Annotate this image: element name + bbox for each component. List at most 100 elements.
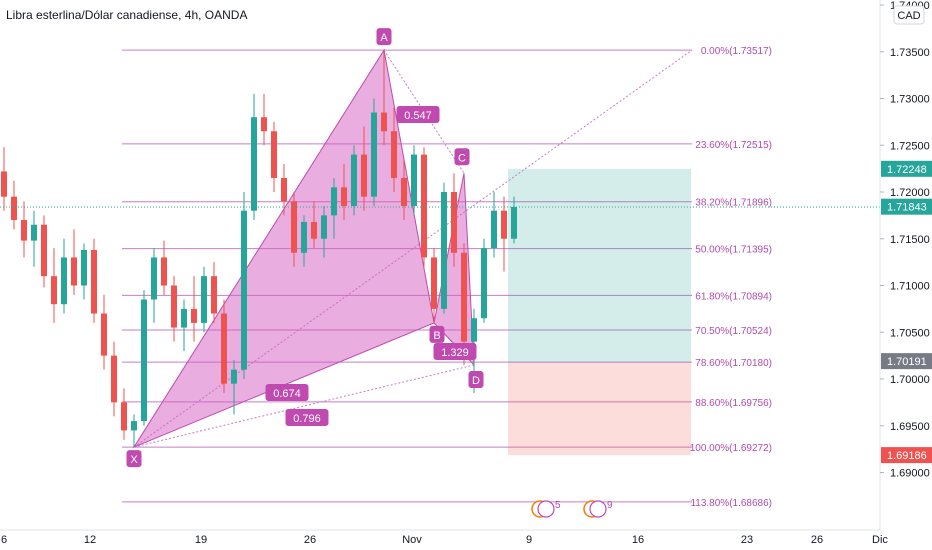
price-tag-3: 1.69186 [887,450,927,462]
candle-body-14 [141,299,147,422]
ratio-tag-0-bg [396,106,440,123]
price-tick-10: 1.69000 [890,468,930,480]
price-tick-1: 1.73500 [890,47,930,59]
ratio-tag-3-bg [285,409,329,426]
candle-body-5 [51,276,57,305]
candle-body-0 [1,171,7,197]
candle-body-42 [421,154,427,258]
candle-body-21 [211,276,217,314]
candle-body-34 [341,187,347,207]
fib-label-7: 88.60%(1.69756) [695,398,772,409]
candle-body-26 [261,117,267,132]
fib-label-2: 38.20%(1.71896) [695,198,772,209]
time-tick-4: Nov [402,534,422,546]
price-tag-2: 1.70191 [887,356,927,368]
fib-label-3: 50.00%(1.71395) [695,245,772,256]
position-profit-zone[interactable] [508,168,691,363]
chart-title: Libra esterlina/Dólar canadiense, 4h, OA… [6,8,247,22]
event-flag-icon-0[interactable] [537,500,555,518]
fib-label-9: 113.80%(1.68686) [690,498,772,509]
candle-body-50 [501,210,507,239]
candles-group [0,49,880,448]
position-loss-zone[interactable] [508,362,691,456]
candle-body-18 [181,308,187,328]
candle-body-13 [131,421,137,431]
time-tick-1: 12 [84,534,96,546]
pattern-point-d-bg [468,370,484,388]
candle-body-25 [251,117,257,211]
candle-body-38 [381,112,387,132]
candle-body-28 [281,177,287,202]
event-count-0: 5 [555,500,561,511]
candle-body-48 [481,248,487,319]
time-axis-group: 6 12 19 26 Nov 9 16 23 26 Dic [0,529,888,546]
currency-button[interactable]: CAD [893,5,925,25]
pattern-point-d: D [472,375,480,387]
candle-body-33 [331,187,337,216]
pattern-tags-group: X A B C D 0.547 1.329 0.674 0.796 [126,28,484,468]
pattern-point-x: X [130,454,138,466]
pattern-point-c: C [458,152,466,164]
event-flag-icon-1[interactable] [589,500,607,518]
price-tag-2-bg [881,353,932,370]
price-axis-group: 1.740001.735001.730001.725001.720001.715… [879,0,932,530]
pattern-point-b-bg [429,325,445,343]
candle-body-41 [411,154,417,207]
time-tick-9: Dic [872,534,888,546]
time-tick-7: 23 [741,534,753,546]
candle-body-4 [41,224,47,277]
candle-body-31 [311,221,317,239]
price-tick-7: 1.70500 [890,327,930,339]
candle-body-11 [111,355,117,403]
candle-body-39 [391,131,397,178]
candle-body-6 [61,257,67,305]
fib-label-5: 70.50%(1.70524) [695,326,772,337]
pattern-point-a-bg [376,28,392,46]
candle-body-49 [491,210,497,249]
pattern-point-x-bg [126,450,142,468]
fib-label-1: 23.60%(1.72515) [695,140,772,151]
price-tick-9: 1.69500 [890,421,930,433]
pattern-point-a: A [380,32,388,44]
price-tick-8: 1.70000 [890,374,930,386]
fib-label-6: 78.60%(1.70180) [695,358,772,369]
candle-body-22 [221,313,227,384]
candle-body-7 [71,257,77,286]
time-tick-2: 19 [195,534,207,546]
price-tag-1-bg [881,198,932,215]
candle-body-30 [301,221,307,253]
candle-body-40 [401,177,407,207]
currency-button-label[interactable]: CAD [897,10,920,22]
time-tick-5: 9 [526,534,532,546]
pattern-point-c-bg [454,148,470,166]
price-tag-0-bg [881,160,932,177]
price-tick-6: 1.71000 [890,281,930,293]
price-tag-3-bg [881,447,932,464]
candle-body-44 [441,192,447,309]
time-tick-3: 26 [304,534,316,546]
time-tick-0: 6 [1,534,7,546]
ratio-tag-1: 1.329 [441,347,469,359]
price-tag-0: 1.72248 [887,164,927,176]
time-tick-8: 26 [811,534,823,546]
price-tick-4: 1.72000 [890,187,930,199]
candle-body-1 [11,196,17,221]
long-position-group[interactable] [508,168,691,456]
ratio-tag-2: 0.674 [273,388,301,400]
candle-body-12 [121,402,127,431]
candle-body-47 [471,318,477,342]
candle-body-35 [351,154,357,207]
candle-body-43 [431,257,437,309]
candle-body-9 [91,249,97,314]
candle-body-36 [361,154,367,197]
price-tick-3: 1.72500 [890,140,930,152]
candle-body-2 [21,220,27,241]
candle-body-29 [291,201,297,253]
fib-label-4: 61.80%(1.70894) [695,291,772,302]
candle-body-37 [371,112,377,197]
fib-label-0: 0.00%(1.73517) [701,46,772,57]
fib-label-8: 100.00%(1.69272) [690,443,772,454]
candle-body-51 [511,206,517,239]
